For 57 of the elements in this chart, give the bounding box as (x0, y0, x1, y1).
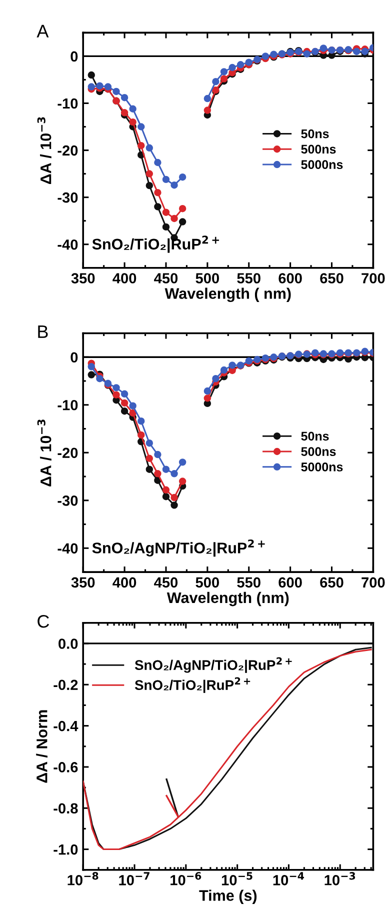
x-tick-label: 450 (154, 273, 178, 284)
y-tick-label: -20 (58, 145, 78, 156)
y-tick-label: -20 (58, 448, 78, 458)
y-tick-label: 0.0 (58, 638, 78, 649)
y-tick-label: -10 (58, 98, 78, 109)
y-axis-title: ΔA / Norm (36, 710, 48, 783)
x-tick-label: 10$^{−8}$ (68, 872, 98, 886)
y-tick-label: -40 (58, 239, 78, 250)
x-tick-label: 650 (320, 577, 344, 588)
x-tick-label: 450 (154, 577, 178, 588)
y-tick-label: -0.8 (54, 803, 78, 814)
x-tick-label: 650 (320, 273, 344, 284)
x-tick-label: 10$^{−5}$ (222, 872, 252, 886)
y-axis-title: ΔA / 10$^{−3}$ (37, 420, 52, 486)
y-tick-label: -0.2 (54, 680, 78, 690)
legend-label: SnO₂/TiO₂|RuP$^{2+}$ (134, 677, 250, 693)
y-tick-label: 0 (70, 51, 78, 62)
x-axis-title: Time (s) (199, 890, 257, 904)
y-axis-title: ΔA / 10$^{−3}$ (37, 117, 52, 184)
x-tick-label: 600 (278, 577, 302, 588)
x-tick-label: 500 (196, 273, 219, 284)
x-tick-label: 600 (278, 273, 302, 284)
legend-label: 500ns (301, 144, 336, 154)
legend-label: 5000ns (301, 160, 343, 170)
x-axis-title: Wavelength (nm) (166, 592, 289, 606)
y-tick-label: -0.6 (54, 762, 78, 772)
y-tick-label: 0 (70, 352, 78, 363)
legend-label: 50ns (301, 432, 329, 441)
annotation: SnO₂/TiO₂|RuP$^{2+}$ (92, 236, 219, 253)
annotation: SnO₂/AgNP/TiO₂|RuP$^{2+}$ (92, 539, 265, 557)
x-tick-label: 400 (112, 577, 136, 588)
y-tick-label: -1.0 (54, 844, 78, 855)
y-tick-label: -0.4 (54, 720, 78, 732)
y-tick-label: -40 (58, 543, 78, 554)
legend-label: SnO₂/AgNP/TiO₂|RuP$^{2+}$ (134, 657, 292, 673)
x-tick-label: 350 (71, 273, 95, 284)
x-tick-label: 700 (362, 577, 385, 588)
chart-title: C (38, 614, 50, 628)
y-tick-label: -30 (58, 496, 78, 506)
x-tick-label: 10$^{−7}$ (119, 872, 150, 886)
x-tick-label: 500 (196, 577, 219, 588)
y-tick-label: -30 (58, 192, 78, 203)
x-axis-title: Wavelength ( nm) (164, 288, 291, 302)
legend-label: 5000ns (301, 462, 343, 472)
chart-title: B (38, 325, 48, 338)
x-tick-label: 550 (237, 273, 260, 284)
legend-label: 50ns (301, 129, 329, 138)
x-tick-label: 700 (362, 273, 385, 284)
x-tick-label: 400 (112, 273, 136, 284)
x-tick-label: 550 (237, 577, 260, 588)
y-tick-label: -10 (58, 400, 78, 410)
legend-label: 500ns (301, 447, 336, 456)
x-tick-label: 10$^{−4}$ (273, 872, 304, 886)
x-tick-label: 10$^{−6}$ (170, 872, 202, 886)
chart-title: A (36, 24, 49, 38)
x-tick-label: 10$^{−3}$ (324, 872, 356, 886)
x-tick-label: 350 (71, 577, 95, 588)
